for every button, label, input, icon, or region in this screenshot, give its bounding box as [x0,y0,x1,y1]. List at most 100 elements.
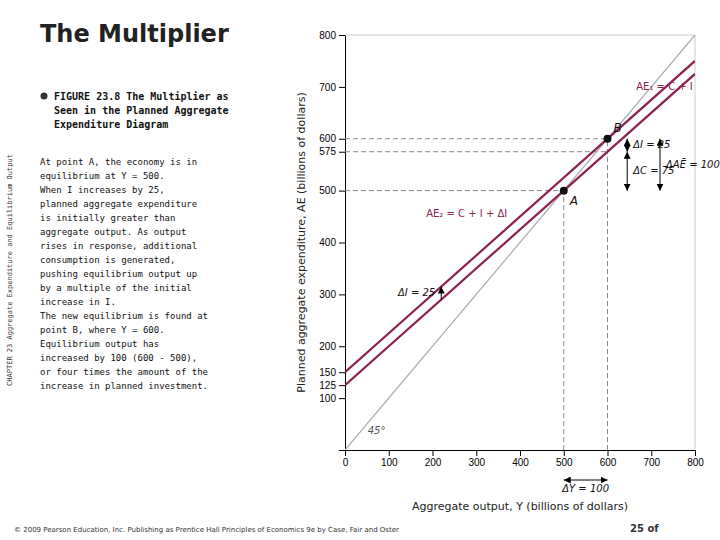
y-tick-label: 700 [319,82,336,93]
annotation-arrow [564,480,608,481]
y-tick-label: 600 [319,133,336,144]
caption-bullet [41,93,48,100]
chart-root: CHAPTER 23 Aggregate Expenditure and Equ… [0,0,720,540]
y-tick-label: 500 [319,185,336,196]
x-tick-label: 600 [600,457,617,468]
body-text-line: point B, where Y = 600. [40,325,165,335]
y-tick-mark [339,243,345,244]
y-tick-label: 575 [319,146,336,157]
annotation-label: ΔI = 25 [397,287,435,298]
body-text-line: planned aggregate expenditure [40,199,197,209]
x-axis-line [346,451,696,457]
guide-line [345,151,608,152]
line-label: AE₁ = C + I [636,81,693,92]
y-tick-label: 800 [319,30,336,41]
y-tick: 800 [319,30,345,41]
y-tick-mark [339,385,345,386]
y-tick: 500 [319,185,345,196]
body-text-line: increased by 100 (600 - 500), [40,353,197,363]
body-text-line: Equilibrium output has [40,339,159,349]
series-line [345,35,695,450]
y-tick-label: 125 [319,380,336,391]
x-tick-label: 800 [687,457,704,468]
x-tick-mark [433,450,434,456]
x-axis: 0 100 200 300 400 500 600 700 800 [343,450,705,468]
x-tick-label: 0 [343,457,349,468]
caption-line: Seen in the Planned Aggregate [54,105,229,116]
y-axis-line [339,36,346,451]
y-tick-mark [339,139,345,140]
body-text-line: rises in response, additional [40,241,197,251]
plot-area [345,35,695,450]
y-tick-mark [339,191,345,192]
x-tick-label: 400 [512,457,529,468]
x-tick-label: 200 [425,457,442,468]
series-line [345,61,695,372]
title: The Multiplier [40,20,229,48]
y-tick: 400 [319,237,345,248]
body-text-line: by a multiple of the initial [40,283,192,293]
y-tick-mark [339,87,345,88]
body-text-line: increase in I. [40,297,116,307]
y-tick: 100 [319,393,345,404]
page-number: 25 of [630,523,659,534]
annotation-label: ΔY = 100 [561,483,609,494]
annotation-arrow [660,139,661,191]
y-tick-mark [339,372,345,373]
y-axis: 100 125 150 200 300 400 500 575 600 700 800 [319,30,345,451]
y-tick-label: 400 [319,237,336,248]
y-tick: 200 [319,341,345,352]
x-tick-mark [564,450,565,456]
x-tick-label: 100 [381,457,398,468]
y-tick: 150 [319,367,345,378]
x-tick-label: 500 [556,457,573,468]
x-tick: 200 [425,450,442,468]
y-tick: 575 [319,146,345,157]
caption: FIGURE 23.8 The Multiplier asSeen in the… [54,91,229,130]
x-tick-mark [389,450,390,456]
x-tick-mark [520,450,521,456]
x-tick: 600 [600,450,617,468]
y-tick-mark [339,398,345,399]
guide-line [563,191,564,450]
point-label: A [569,194,578,208]
x-tick-label: 300 [468,457,485,468]
x-tick-mark [695,450,696,456]
x-tick: 700 [643,450,660,468]
point-label: B [614,121,622,135]
x-tick-mark [651,450,652,456]
x-tick: 500 [556,450,573,468]
y-tick: 300 [319,289,345,300]
guide-line [345,190,564,191]
line-label: AE₂ = C + I + ΔI [426,208,507,219]
point [604,135,612,143]
x-axis-title: Aggregate output, Y (billions of dollars… [412,500,628,513]
body-text-line: The new equilibrium is found at [40,311,208,321]
x-tick-mark [476,450,477,456]
x-tick-mark [608,450,609,456]
y-tick-label: 200 [319,341,336,352]
body-text-line: is initially greater than [40,213,175,223]
y-tick-label: 150 [319,367,336,378]
y-tick-mark [339,35,345,36]
y-tick-label: 100 [319,393,336,404]
y-tick-label: 300 [319,289,336,300]
body-text-line: At point A, the economy is in [40,157,197,167]
annotation-arrow [627,152,628,191]
y-tick-mark [339,346,345,347]
y-tick-mark [339,294,345,295]
side-label: CHAPTER 23 Aggregate Expenditure and Equ… [6,154,14,386]
body-text-line: consumption is generated, [40,255,175,265]
y-axis-title: Planned aggregate expenditure, AE (billi… [295,92,308,392]
annotation-arrow [627,139,628,152]
body-text-line: equilibrium at Y = 500. [40,171,165,181]
series-line [345,74,695,385]
body-text: At point A, the economy is in equilibrium… [40,157,208,391]
annotations: 45°AE₁ = C + IAE₂ = C + I + ΔIABΔI = 25Δ… [368,81,720,494]
plot-frame [345,35,695,450]
x-tick: 400 [512,450,529,468]
annotation-arrow [441,287,442,300]
footer: © 2009 Pearson Education, Inc. Publishin… [14,526,399,534]
guide-line [345,138,608,139]
caption-line: Expenditure Diagram [54,119,168,130]
